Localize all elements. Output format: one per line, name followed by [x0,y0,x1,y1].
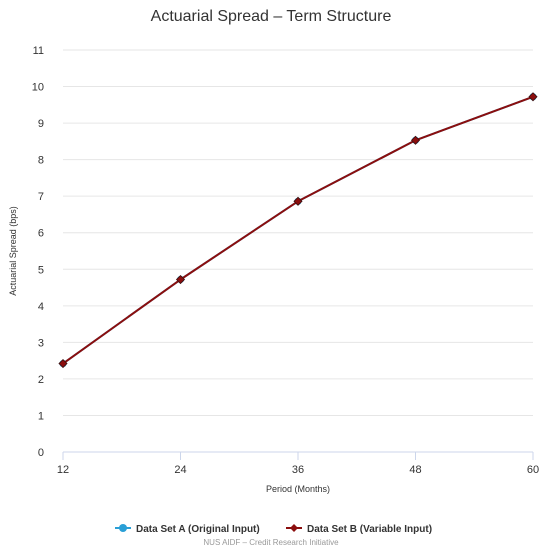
y-tick-label: 2 [38,374,44,386]
data-point-marker[interactable] [293,196,303,206]
legend-label: Data Set A (Original Input) [136,524,260,535]
x-tick-label: 60 [527,464,539,476]
y-axis-title: Actuarial Spread (bps) [8,206,18,296]
y-tick-label: 11 [33,45,44,57]
y-tick-label: 1 [38,410,44,422]
data-point-marker[interactable] [175,274,186,285]
y-tick-label: 10 [32,82,44,94]
legend-item-b[interactable]: Data Set B (Variable Input) [286,524,432,535]
x-axis-ticks: 12 24 36 48 60 [57,452,539,476]
series-a [59,93,537,368]
x-tick-label: 24 [174,464,186,476]
x-tick-label: 12 [57,464,69,476]
legend-label: Data Set B (Variable Input) [307,524,432,535]
grid-lines [63,49,533,453]
series-line [62,95,534,365]
legend-diamond-icon [290,524,298,532]
x-tick-label: 36 [292,464,304,476]
data-point-marker[interactable] [58,358,68,369]
series-layer [58,92,538,369]
legend-circle-icon [119,524,127,532]
y-tick-label: 5 [38,264,44,276]
x-tick-label: 48 [409,464,421,476]
y-tick-label: 6 [38,228,44,240]
series-line [62,95,534,365]
y-tick-label: 8 [38,155,44,167]
x-axis-title: Period (Months) [266,484,330,494]
legend-item-a[interactable]: Data Set A (Original Input) [115,524,260,535]
y-axis-ticks: 0 1 2 3 4 5 6 7 8 9 10 11 [32,45,44,459]
y-tick-label: 0 [38,447,44,459]
y-tick-label: 7 [38,191,44,203]
y-tick-label: 4 [38,301,44,313]
chart-credit: NUS AIDF – Credit Research Initiative [203,538,339,547]
data-point-marker[interactable] [410,135,421,145]
y-tick-label: 9 [38,118,44,130]
chart-title: Actuarial Spread – Term Structure [151,8,392,25]
legend: Data Set A (Original Input) Data Set B (V… [115,524,432,535]
series-b [58,92,538,369]
data-point-marker[interactable] [528,92,538,102]
y-tick-label: 3 [38,337,44,349]
